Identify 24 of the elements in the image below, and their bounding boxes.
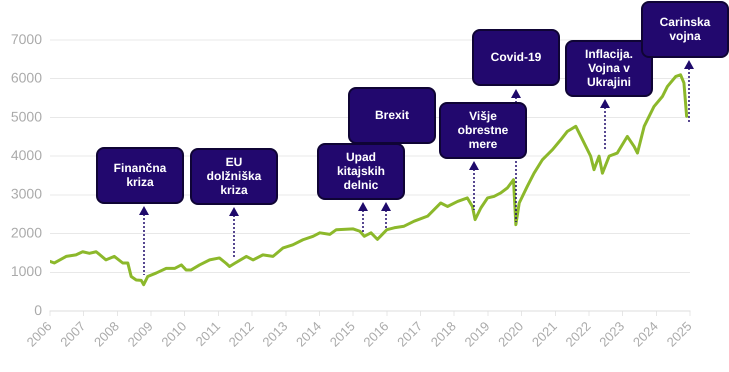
y-tick-label: 0 xyxy=(34,302,42,318)
annotation: EU dolžniška kriza xyxy=(206,155,262,197)
callout-box: Upad kitajskih delnic xyxy=(317,142,405,200)
callout-box: Finančna kriza xyxy=(96,146,184,204)
y-tick-label: 7000 xyxy=(10,30,42,47)
y-tick-label: 1000 xyxy=(10,263,42,280)
callout-box: EU dolžniška kriza xyxy=(190,148,278,204)
annotation: Inflacija. Vojna v Ukrajini xyxy=(584,47,634,89)
annotation: Covid-19 xyxy=(490,50,542,64)
annotation: Upad kitajskih delnic xyxy=(336,150,386,192)
y-tick-label: 6000 xyxy=(10,70,42,86)
y-tick-label: 3000 xyxy=(10,186,42,202)
y-tick-label: 5000 xyxy=(10,108,42,124)
annotation: Carinska vojna xyxy=(658,15,712,43)
callout-box: Inflacija. Vojna v Ukrajini xyxy=(565,40,653,96)
y-tick-label: 4000 xyxy=(10,147,42,163)
callout-box: Covid-19 xyxy=(472,28,560,86)
y-tick-label: 2000 xyxy=(10,224,42,240)
annotation: Finančna kriza xyxy=(112,161,168,189)
callout-box: Višje obrestne mere xyxy=(439,102,527,158)
callout-box: Carinska vojna xyxy=(641,0,729,58)
callout-box: Brexit xyxy=(348,86,436,144)
annotation: Višje obrestne mere xyxy=(456,109,510,151)
annotation: Brexit xyxy=(374,108,409,122)
